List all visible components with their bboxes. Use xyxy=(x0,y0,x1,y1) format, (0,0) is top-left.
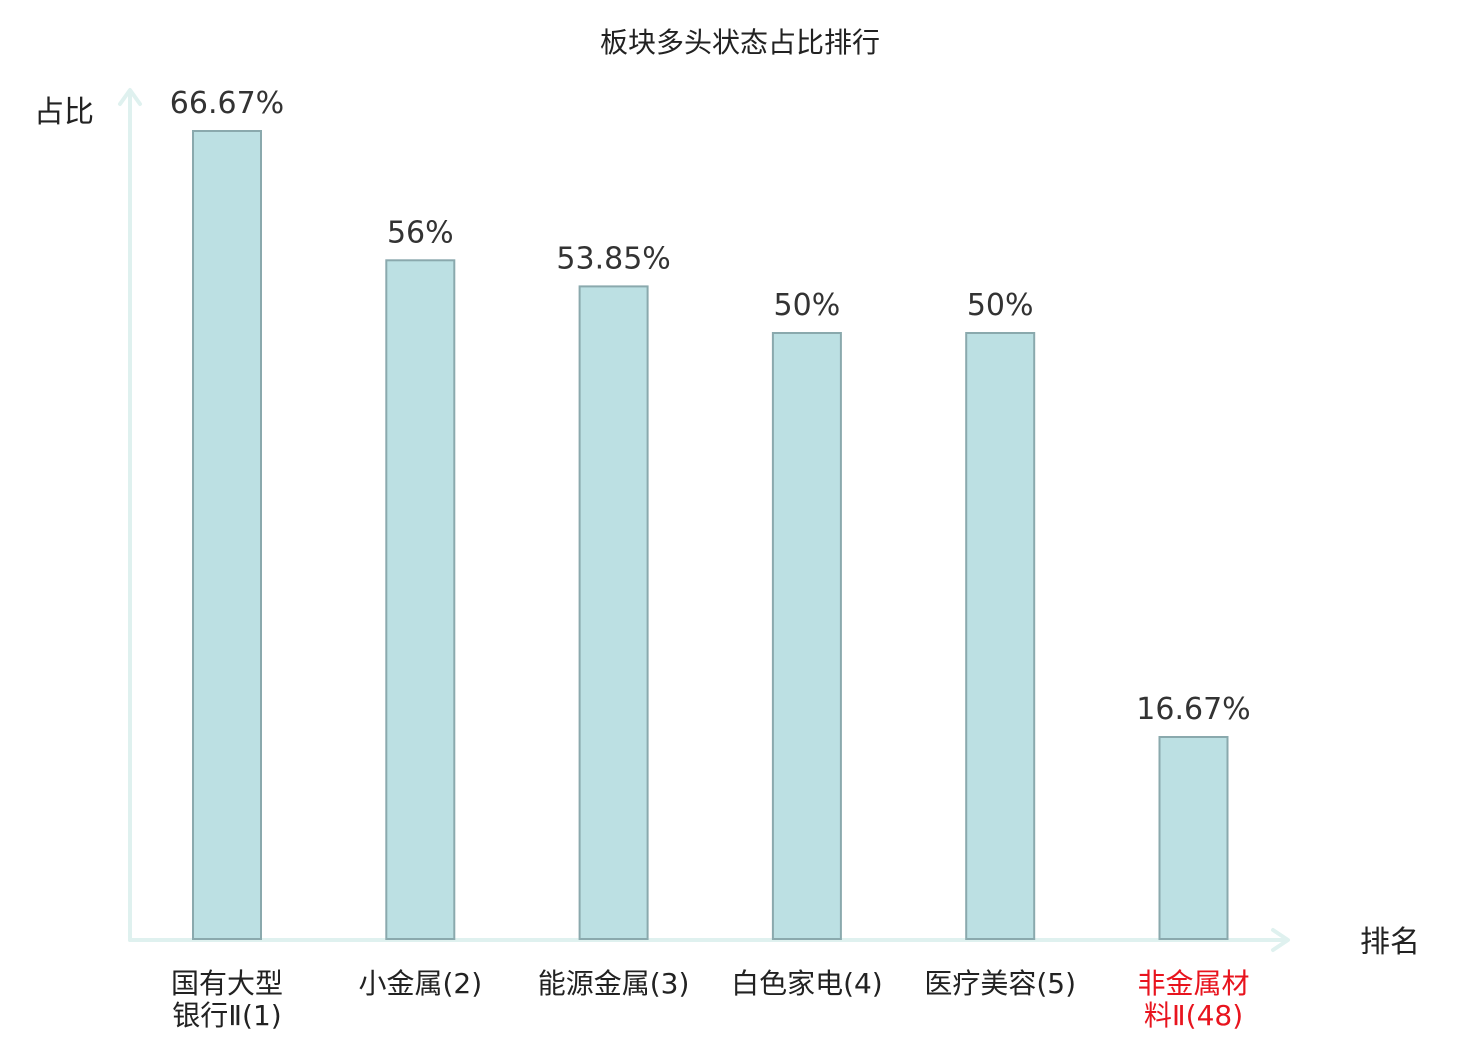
value-label-5: 50% xyxy=(967,288,1034,323)
x-axis-arrowhead xyxy=(1271,928,1290,952)
bar-1 xyxy=(192,130,262,940)
value-label-6: 16.67% xyxy=(1136,692,1250,727)
bar-4 xyxy=(771,332,842,940)
y-axis-arrowhead xyxy=(118,88,142,106)
value-label-1: 66.67% xyxy=(170,86,284,121)
category-label-3: 能源金属(3) xyxy=(538,967,690,1000)
bars-group xyxy=(192,130,1229,940)
bar-5 xyxy=(965,332,1036,940)
value-label-4: 50% xyxy=(774,288,841,323)
category-label-5: 医疗美容(5) xyxy=(924,967,1076,1000)
value-label-3: 53.85% xyxy=(556,241,670,276)
bar-2 xyxy=(385,259,456,940)
value-label-2: 56% xyxy=(387,215,454,250)
category-label-2: 小金属(2) xyxy=(358,967,482,1000)
x-axis-label: 排名 xyxy=(1360,925,1420,960)
category-label-4: 白色家电(4) xyxy=(731,967,883,1000)
axes xyxy=(118,88,1290,952)
bar-6 xyxy=(1158,736,1229,940)
chart-title: 板块多头状态占比排行 xyxy=(600,26,880,59)
category-label-1: 国有大型银行Ⅱ(1) xyxy=(171,967,283,1032)
bar-3 xyxy=(578,285,649,940)
category-label-6: 非金属材料Ⅱ(48) xyxy=(1137,967,1249,1032)
value-labels-group: 66.67% 56% 53.85% 50% 50% 16.67% xyxy=(170,86,1251,727)
y-axis-label: 占比 xyxy=(34,95,94,130)
category-labels-group: 国有大型银行Ⅱ(1) 小金属(2) 能源金属(3) 白色家电(4) 医疗美容(5) 非金属… xyxy=(171,967,1250,1032)
